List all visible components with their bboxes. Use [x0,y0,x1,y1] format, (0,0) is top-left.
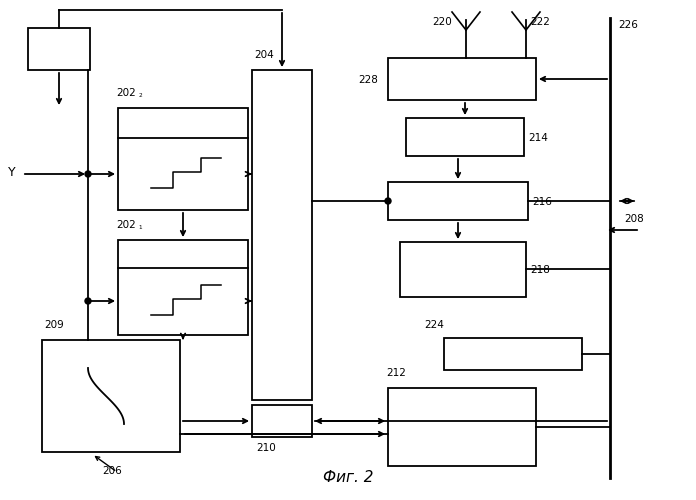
Circle shape [85,298,91,304]
Bar [406,118,524,156]
Text: 218: 218 [530,265,550,275]
Text: 214: 214 [528,133,548,143]
Bar [444,338,582,370]
Bar [388,182,528,220]
Text: 210: 210 [256,443,276,453]
Bar [252,70,312,400]
Text: 228: 228 [358,75,378,85]
Text: 202: 202 [116,88,136,98]
Bar [118,108,248,210]
Bar [388,58,536,100]
Bar [118,240,248,335]
Text: Фиг. 2: Фиг. 2 [323,470,373,486]
Circle shape [85,171,91,177]
Bar [388,388,536,466]
Text: 208: 208 [624,214,644,224]
Bar [252,405,312,437]
Text: 206: 206 [102,466,122,476]
Text: 202: 202 [116,220,136,230]
Bar [42,340,180,452]
Text: 212: 212 [386,368,406,378]
Bar [28,28,90,70]
Text: Y: Y [8,166,15,178]
Text: 224: 224 [424,320,444,330]
Text: 220: 220 [432,17,452,27]
Text: 216: 216 [532,197,552,207]
Text: 209: 209 [44,320,64,330]
Text: $_1$: $_1$ [138,223,143,232]
Bar [400,242,526,297]
Text: 222: 222 [530,17,550,27]
Text: $_2$: $_2$ [138,91,143,100]
Text: 226: 226 [618,20,638,30]
Circle shape [385,198,391,204]
Text: 204: 204 [254,50,274,60]
